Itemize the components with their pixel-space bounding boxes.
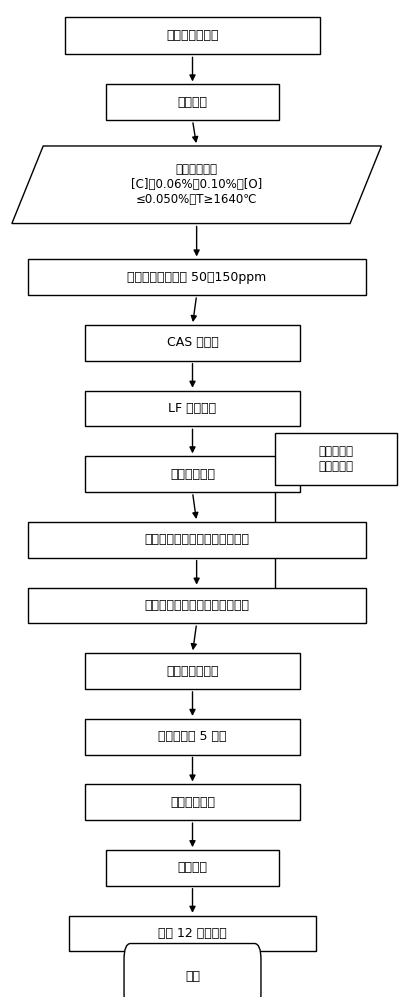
Text: CAS 站吹氩: CAS 站吹氩 — [167, 336, 218, 349]
Text: 连铸: 连铸 — [185, 970, 200, 983]
Text: 转炉吹炼终点
[C]：0.06%～0.10%，[O]
≤0.050%，T≥1640℃: 转炉吹炼终点 [C]：0.06%～0.10%，[O] ≤0.050%，T≥164… — [131, 163, 262, 206]
FancyBboxPatch shape — [85, 719, 300, 755]
FancyBboxPatch shape — [65, 17, 320, 54]
FancyBboxPatch shape — [28, 588, 366, 623]
Text: 合金化微调成分: 合金化微调成分 — [166, 665, 219, 678]
FancyBboxPatch shape — [28, 522, 366, 558]
Text: 定氧测温取样: 定氧测温取样 — [170, 468, 215, 481]
Text: 脱氧合金化，留氧 50～150ppm: 脱氧合金化，留氧 50～150ppm — [127, 271, 266, 284]
Polygon shape — [12, 146, 381, 224]
Text: 转炉冶炼: 转炉冶炼 — [178, 96, 207, 109]
FancyBboxPatch shape — [106, 850, 279, 886]
FancyBboxPatch shape — [69, 916, 316, 951]
Text: 硫含量在目
标硫以下时: 硫含量在目 标硫以下时 — [319, 445, 353, 473]
FancyBboxPatch shape — [85, 456, 300, 492]
FancyBboxPatch shape — [85, 784, 300, 820]
Text: 定氧测温取样: 定氧测温取样 — [170, 796, 215, 809]
FancyBboxPatch shape — [106, 84, 279, 120]
FancyBboxPatch shape — [275, 433, 397, 485]
Text: 小氩气搅拌 5 分钟: 小氩气搅拌 5 分钟 — [158, 730, 227, 743]
FancyBboxPatch shape — [124, 944, 261, 1000]
Text: 铝丝、石灰、萤石脱氧脱硫造渣: 铝丝、石灰、萤石脱氧脱硫造渣 — [144, 533, 249, 546]
Text: 软搅 12 分钟以上: 软搅 12 分钟以上 — [158, 927, 227, 940]
FancyBboxPatch shape — [85, 391, 300, 426]
FancyBboxPatch shape — [85, 653, 300, 689]
FancyBboxPatch shape — [85, 325, 300, 361]
Text: 喂铝线脱钢水氧、调钢中铝成分: 喂铝线脱钢水氧、调钢中铝成分 — [144, 599, 249, 612]
Text: LF 留氧升温: LF 留氧升温 — [168, 402, 217, 415]
Text: 微调温度: 微调温度 — [178, 861, 207, 874]
Text: 铁水脱硫预处理: 铁水脱硫预处理 — [166, 29, 219, 42]
FancyBboxPatch shape — [28, 259, 366, 295]
